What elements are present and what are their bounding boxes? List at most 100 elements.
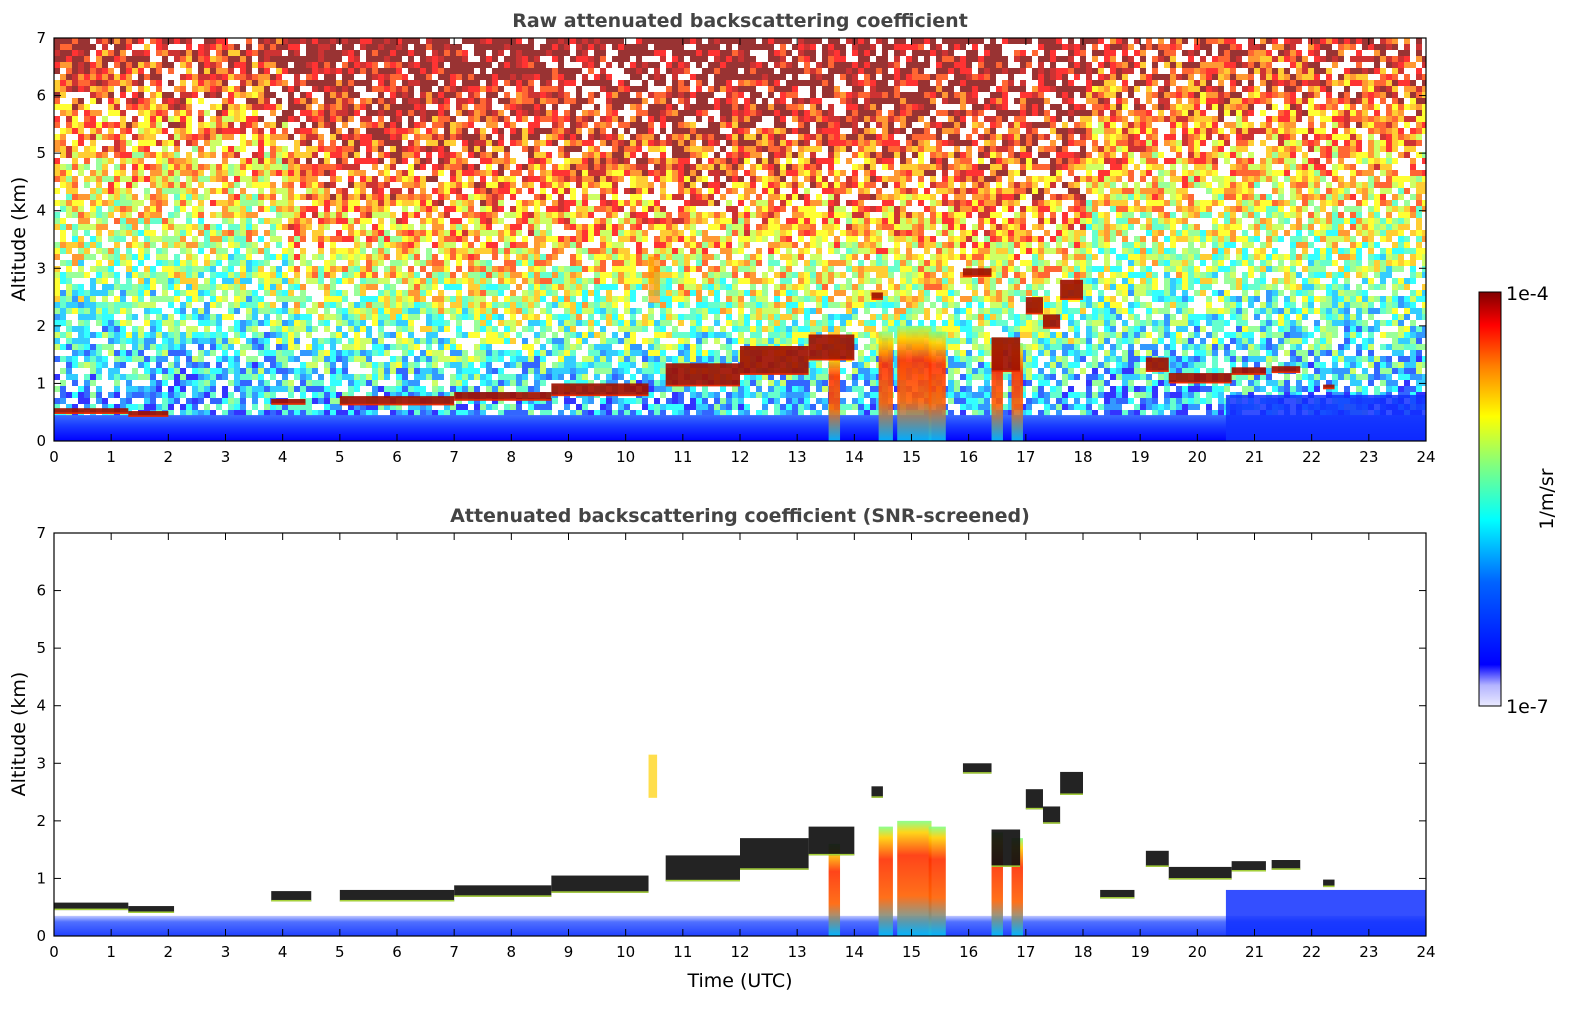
noise-cell: [876, 104, 882, 110]
noise-cell: [66, 86, 72, 92]
noise-cell: [1104, 140, 1110, 146]
noise-cell: [636, 158, 642, 164]
noise-cell: [1386, 104, 1392, 110]
noise-cell: [912, 140, 918, 146]
noise-cell: [258, 170, 264, 176]
noise-cell: [762, 176, 768, 182]
noise-cell: [456, 170, 462, 176]
noise-cell: [1410, 170, 1416, 176]
noise-cell: [396, 188, 402, 194]
noise-cell: [324, 86, 330, 92]
noise-cell: [630, 74, 636, 80]
noise-cell: [1332, 50, 1338, 56]
noise-cell: [330, 128, 336, 134]
noise-cell: [486, 134, 492, 140]
noise-cell: [1338, 176, 1344, 182]
noise-cell: [768, 194, 774, 200]
noise-cell: [1356, 116, 1362, 122]
noise-cell: [648, 128, 654, 134]
noise-cell: [870, 128, 876, 134]
noise-cell: [1110, 38, 1116, 44]
noise-cell: [312, 170, 318, 176]
noise-cell: [846, 176, 852, 182]
noise-cell: [114, 152, 120, 158]
noise-cell: [822, 182, 828, 188]
noise-cell: [720, 50, 726, 56]
noise-cell: [348, 116, 354, 122]
noise-cell: [648, 170, 654, 176]
noise-cell: [288, 176, 294, 182]
noise-cell: [600, 80, 606, 86]
noise-cell: [714, 104, 720, 110]
noise-cell: [312, 146, 318, 152]
noise-cell: [732, 128, 738, 134]
noise-cell: [330, 116, 336, 122]
noise-cell: [546, 158, 552, 164]
noise-cell: [534, 164, 540, 170]
noise-cell: [414, 140, 420, 146]
noise-cell: [630, 116, 636, 122]
noise-cell: [486, 80, 492, 86]
noise-cell: [1410, 104, 1416, 110]
noise-cell: [1176, 116, 1182, 122]
noise-cell: [90, 74, 96, 80]
noise-cell: [930, 134, 936, 140]
noise-cell: [126, 122, 132, 128]
noise-cell: [174, 50, 180, 56]
noise-cell: [264, 80, 270, 86]
noise-cell: [684, 80, 690, 86]
noise-cell: [738, 140, 744, 146]
noise-cell: [972, 56, 978, 62]
noise-cell: [312, 44, 318, 50]
noise-cell: [1248, 188, 1254, 194]
noise-cell: [954, 146, 960, 152]
noise-cell: [102, 134, 108, 140]
noise-cell: [486, 62, 492, 68]
noise-cell: [1362, 122, 1368, 128]
noise-cell: [846, 104, 852, 110]
noise-cell: [510, 182, 516, 188]
noise-cell: [408, 146, 414, 152]
noise-cell: [1248, 68, 1254, 74]
noise-cell: [510, 38, 516, 44]
noise-cell: [534, 92, 540, 98]
noise-cell: [1236, 80, 1242, 86]
noise-cell: [906, 110, 912, 116]
noise-cell: [1062, 80, 1068, 86]
noise-cell: [510, 170, 516, 176]
noise-cell: [1392, 128, 1398, 134]
noise-cell: [1356, 152, 1362, 158]
noise-cell: [378, 86, 384, 92]
noise-cell: [354, 62, 360, 68]
noise-cell: [180, 92, 186, 98]
noise-cell: [1224, 38, 1230, 44]
noise-cell: [630, 140, 636, 146]
noise-cell: [648, 140, 654, 146]
noise-cell: [1056, 134, 1062, 140]
noise-cell: [1326, 146, 1332, 152]
noise-cell: [396, 116, 402, 122]
noise-cell: [1008, 86, 1014, 92]
noise-cell: [432, 170, 438, 176]
noise-cell: [1128, 194, 1134, 200]
noise-cell: [258, 68, 264, 74]
noise-cell: [972, 104, 978, 110]
noise-cell: [102, 152, 108, 158]
noise-cell: [60, 86, 66, 92]
noise-cell: [1392, 92, 1398, 98]
noise-cell: [378, 134, 384, 140]
noise-cell: [612, 152, 618, 158]
noise-cell: [1392, 176, 1398, 182]
noise-cell: [240, 86, 246, 92]
noise-cell: [690, 146, 696, 152]
noise-cell: [210, 164, 216, 170]
noise-cell: [1302, 164, 1308, 170]
noise-cell: [702, 140, 708, 146]
noise-cell: [366, 140, 372, 146]
noise-cell: [1326, 134, 1332, 140]
noise-cell: [216, 68, 222, 74]
noise-cell: [1218, 140, 1224, 146]
noise-cell: [1404, 146, 1410, 152]
noise-cell: [1218, 50, 1224, 56]
noise-cell: [828, 188, 834, 194]
